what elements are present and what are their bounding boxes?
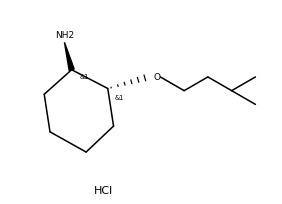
Text: O: O bbox=[153, 73, 160, 82]
Text: HCl: HCl bbox=[94, 185, 113, 195]
Text: &1: &1 bbox=[114, 95, 124, 101]
Text: &1: &1 bbox=[80, 74, 89, 80]
Text: NH2: NH2 bbox=[55, 30, 74, 39]
Polygon shape bbox=[65, 43, 74, 71]
